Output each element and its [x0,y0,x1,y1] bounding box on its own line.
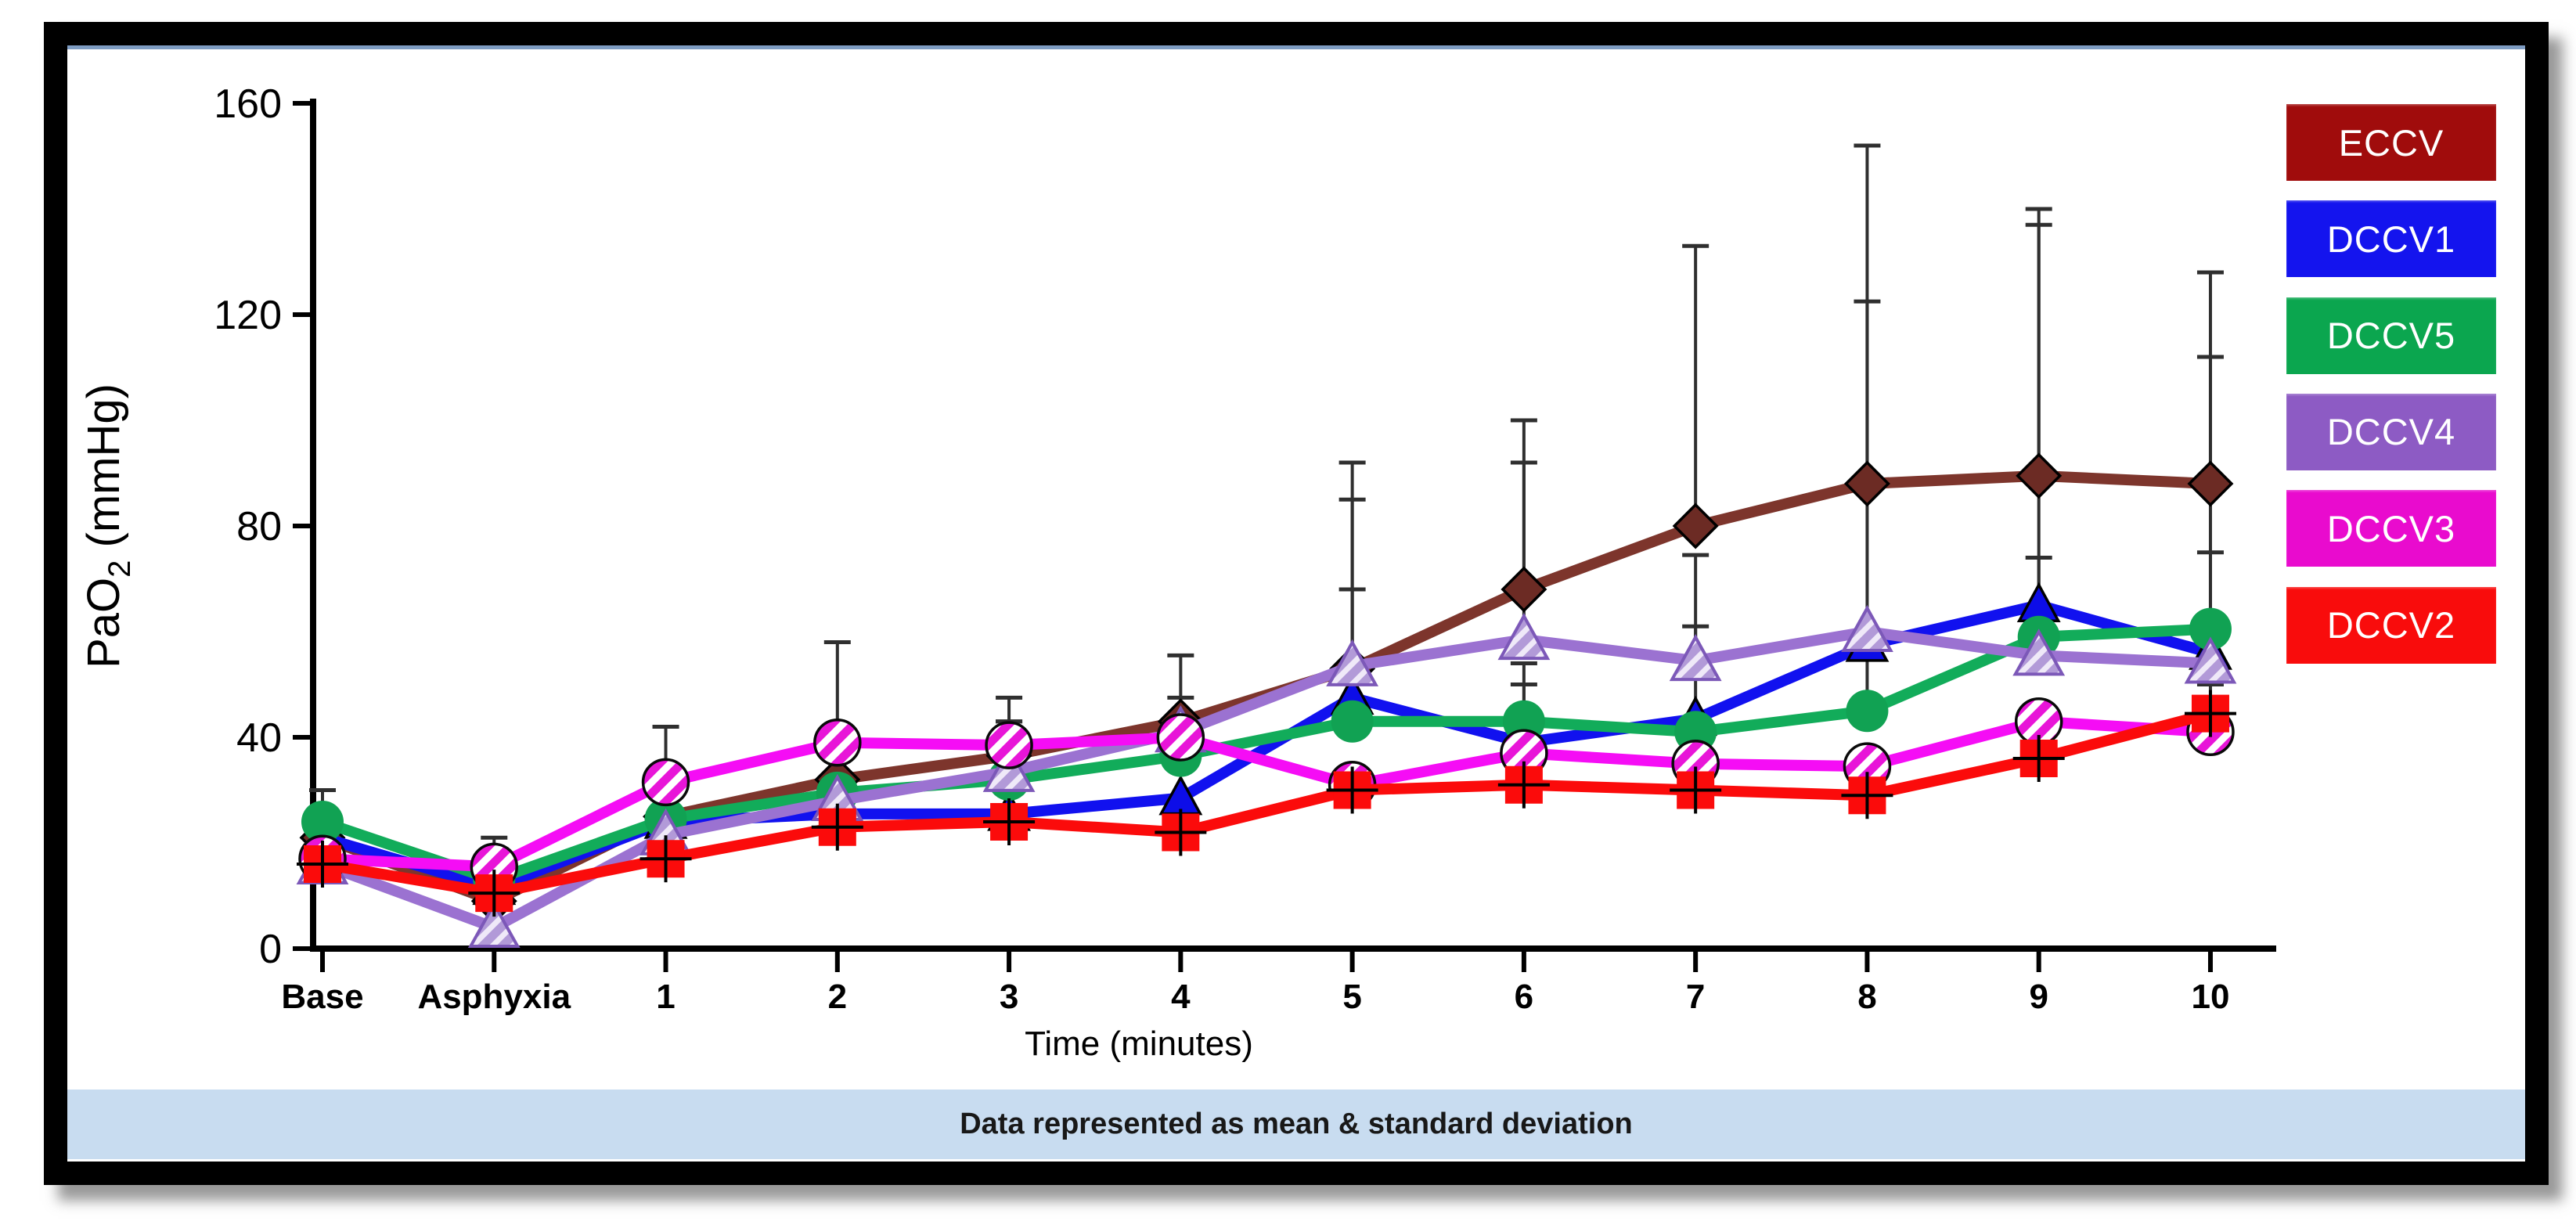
axes: 0 40 80 120 160 Base Asphyxia 1 2 3 4 5 6 7 8 9 10 Time (… [78,81,2276,1063]
footer-bar: Data represented as mean & standard devi… [67,1090,2525,1159]
chart-frame [44,22,2549,1185]
x-tick-label: 8 [1857,978,1876,1016]
legend-item-DCCV5: DCCV5 [2286,297,2496,374]
x-axis-title: Time (minutes) [1025,1025,1253,1063]
x-tick-label: Base [281,978,363,1016]
footer-note: Data represented as mean & standard devi… [960,1108,1633,1140]
y-tick-label: 120 [214,293,282,338]
y-tick-label: 40 [236,715,282,761]
series-DCCV2 [297,690,2236,917]
top-accent-rule [67,45,2525,49]
legend-item-DCCV4: DCCV4 [2286,393,2496,470]
y-tick-label: 160 [214,81,282,127]
x-tick-label: 3 [1000,978,1018,1016]
legend-item-ECCV: ECCV [2286,104,2496,181]
x-tick-label: 1 [656,978,675,1016]
series-DCCV3 [298,697,2235,891]
x-tick-label: Asphyxia [417,978,571,1016]
y-tick-label: 0 [259,927,282,972]
legend-item-DCCV2: DCCV2 [2286,586,2496,664]
x-tick-label: 5 [1342,978,1361,1016]
x-tick-label: 10 [2191,978,2229,1016]
y-tick-label: 80 [236,504,282,549]
x-tick-label: 6 [1515,978,1533,1016]
legend-item-DCCV1: DCCV1 [2286,200,2496,278]
y-axis-title: PaO2 (mmHg) [78,384,137,668]
legend-item-DCCV3: DCCV3 [2286,490,2496,567]
x-tick-label: 9 [2029,978,2048,1016]
x-tick-label: 7 [1686,978,1705,1016]
x-tick-label: 4 [1171,978,1191,1016]
chart-legend: ECCV DCCV1 DCCV5 DCCV4 DCCV3 DCCV2 [2286,104,2496,665]
x-tick-label: 2 [828,978,847,1016]
